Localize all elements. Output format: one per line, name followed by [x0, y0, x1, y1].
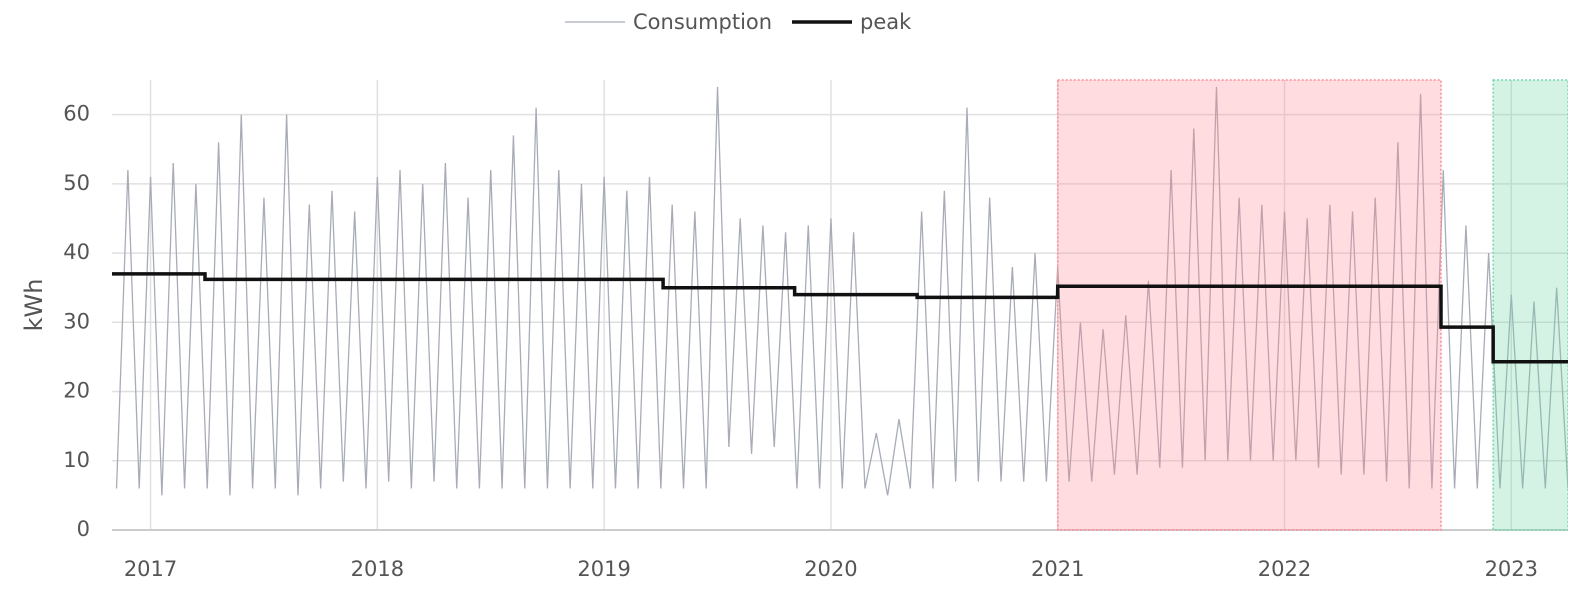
- y-tick-label: 20: [63, 379, 90, 403]
- peak-line: [112, 272, 1568, 364]
- x-tick-label: 2020: [804, 557, 857, 581]
- x-tick-label: 2018: [351, 557, 404, 581]
- y-axis-label: kWh: [20, 279, 48, 332]
- consumption-line: [115, 86, 1568, 496]
- x-tick-label: 2021: [1031, 557, 1084, 581]
- y-tick-label: 40: [63, 240, 90, 264]
- x-tick-label: 2017: [124, 557, 177, 581]
- y-tick-label: 0: [77, 517, 90, 541]
- x-tick-label: 2019: [577, 557, 630, 581]
- y-tick-label: 60: [63, 102, 90, 126]
- legend-label: peak: [860, 10, 912, 34]
- legend-label: Consumption: [633, 10, 772, 34]
- highlight-region: [1056, 79, 1442, 531]
- x-tick-label: 2022: [1258, 557, 1311, 581]
- highlight-region: [1492, 79, 1568, 531]
- x-tick-label: 2023: [1485, 557, 1538, 581]
- y-tick-label: 30: [63, 309, 90, 333]
- y-tick-label: 10: [63, 448, 90, 472]
- y-tick-label: 50: [63, 171, 90, 195]
